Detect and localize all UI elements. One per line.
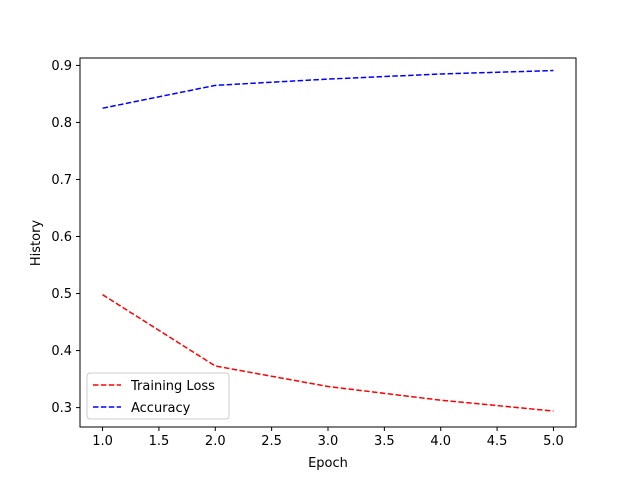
series-line-training-loss xyxy=(102,294,554,412)
x-tick-label: 3.0 xyxy=(318,434,339,449)
x-tick-label: 1.5 xyxy=(149,434,170,449)
series-layer xyxy=(102,69,554,412)
x-axis-ticks: 1.0 1.5 2.0 2.5 3.0 3.5 4.0 4.5 5.0 xyxy=(92,427,564,449)
plot-frame xyxy=(79,57,577,428)
y-tick-label: 0.5 xyxy=(51,287,72,302)
x-tick-label: 2.0 xyxy=(205,434,226,449)
legend-box xyxy=(86,372,230,420)
y-tick-label: 0.3 xyxy=(51,401,72,416)
legend: Training Loss Accuracy xyxy=(86,372,230,420)
y-tick-label: 0.7 xyxy=(51,173,72,188)
x-tick-label: 3.5 xyxy=(374,434,395,449)
y-axis-ticks: 0.3 0.4 0.5 0.6 0.7 0.8 0.9 xyxy=(51,59,80,416)
y-tick-label: 0.4 xyxy=(51,344,72,359)
legend-label-training-loss: Training Loss xyxy=(130,379,215,394)
legend-label-accuracy: Accuracy xyxy=(131,401,191,416)
x-tick-label: 4.0 xyxy=(430,434,451,449)
y-tick-label: 0.8 xyxy=(51,116,72,131)
y-tick-label: 0.9 xyxy=(51,59,72,74)
x-tick-label: 4.5 xyxy=(487,434,508,449)
x-tick-label: 1.0 xyxy=(92,434,113,449)
y-axis-label: History xyxy=(29,220,44,267)
x-tick-label: 5.0 xyxy=(543,434,564,449)
x-axis-label: Epoch xyxy=(308,456,348,471)
y-tick-label: 0.6 xyxy=(51,230,72,245)
x-tick-label: 2.5 xyxy=(261,434,282,449)
